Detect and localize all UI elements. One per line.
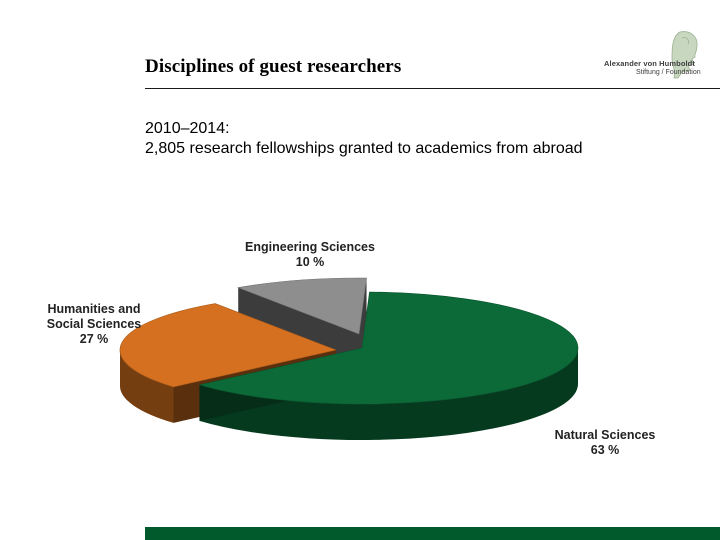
label-natural-sciences: Natural Sciences 63 %: [555, 428, 656, 458]
page-title: Disciplines of guest researchers: [145, 56, 402, 77]
slice-side-humanities-and-social-sciences: [120, 350, 174, 423]
slice-label-line: Natural Sciences: [554, 428, 656, 442]
logo-subtext: Stiftung / Foundation: [636, 69, 701, 76]
slice-label-line: 27 %: [79, 332, 109, 346]
logo-text: Alexander von Humboldt: [604, 59, 695, 68]
label-engineering-sciences: Engineering Sciences 10 %: [245, 240, 375, 270]
subtitle: 2010–2014: 2,805 research fellowships gr…: [145, 119, 583, 159]
subtitle-line-2: 2,805 research fellowships granted to ac…: [145, 140, 583, 157]
slice-engineering-sciences: [237, 277, 367, 335]
footer-bar: [145, 527, 720, 540]
label-humanities-social-sciences: Humanities and Social Sciences 27 %: [47, 302, 142, 347]
slice-natural-sciences: [198, 291, 579, 405]
slice-cut-engineering-sciences-1: [359, 278, 367, 370]
slice-label-line: 10 %: [295, 255, 325, 269]
slice-side-natural-sciences: [199, 348, 578, 441]
pie-tops: [119, 277, 579, 405]
slice-label-line: Social Sciences: [46, 317, 142, 331]
humboldt-profile-icon: [671, 31, 698, 79]
header-divider: [145, 88, 720, 89]
slice-label-line: Humanities and: [47, 302, 141, 316]
slice-label-line: 63 %: [590, 443, 620, 457]
slice-label-line: Engineering Sciences: [245, 240, 375, 254]
slice-humanities-and-social-sciences: [119, 303, 338, 388]
subtitle-line-1: 2010–2014:: [145, 120, 230, 137]
